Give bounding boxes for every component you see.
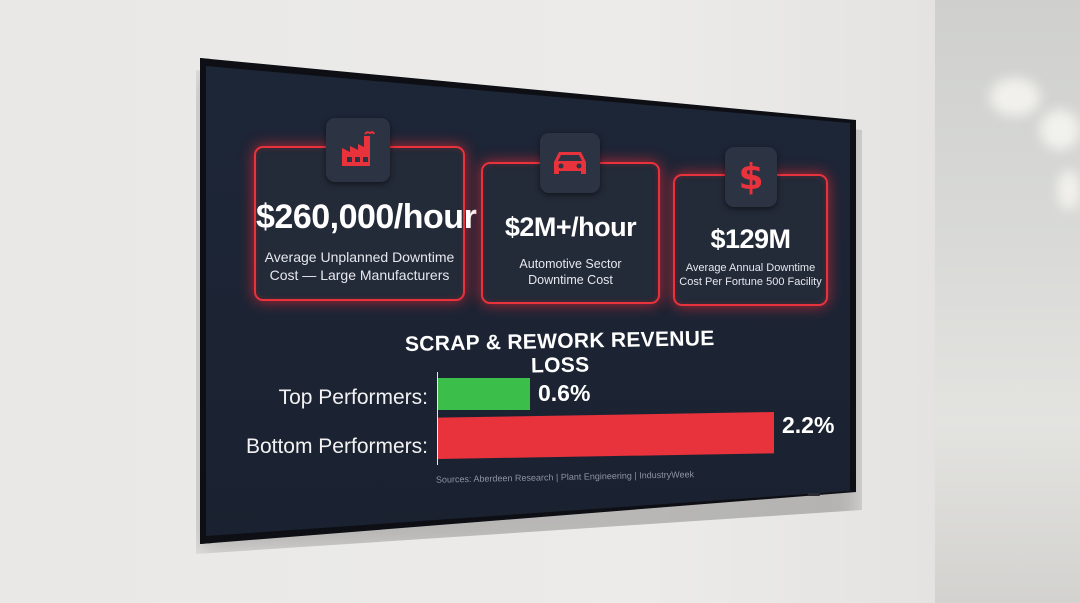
description-line: Cost Per Fortune 500 Facility [679, 275, 822, 288]
metric-description: Automotive Sector Downtime Cost [483, 257, 658, 288]
chart-axis [437, 372, 438, 465]
background-light [990, 78, 1040, 116]
bar-value-bottom: 2.2% [782, 412, 835, 438]
background-light [1058, 170, 1080, 210]
bar-label-bottom: Bottom Performers: [245, 435, 428, 458]
bar-label-top: Top Performers: [278, 386, 428, 409]
dollar-icon: $ [725, 147, 777, 207]
description-line: Average Annual Downtime [685, 262, 816, 274]
tv-indicator [808, 493, 820, 496]
description-line: Cost — Large Manufacturers [269, 266, 450, 283]
bar-top-performers [438, 378, 530, 410]
bar-value-top: 0.6% [538, 380, 591, 406]
metric-value: $129M [710, 224, 791, 254]
chart-title: SCRAP & REWORK REVENUE LOSS [404, 327, 715, 378]
description-line: Downtime Cost [528, 272, 613, 287]
car-icon [540, 133, 600, 193]
metric-value: $2M+/hour [504, 212, 637, 242]
metric-card-automotive: $2M+/hour Automotive Sector Downtime Cos… [481, 162, 660, 304]
bar-bottom-performers [438, 412, 774, 459]
factory-icon [326, 118, 390, 182]
metric-description: Average Unplanned Downtime Cost — Large … [256, 249, 463, 284]
metric-value: $260,000/hour [256, 198, 477, 236]
description-line: Automotive Sector [519, 257, 622, 271]
background-light [1040, 110, 1080, 150]
description-line: Average Unplanned Downtime [264, 249, 455, 265]
metric-description: Average Annual Downtime Cost Per Fortune… [675, 262, 826, 290]
